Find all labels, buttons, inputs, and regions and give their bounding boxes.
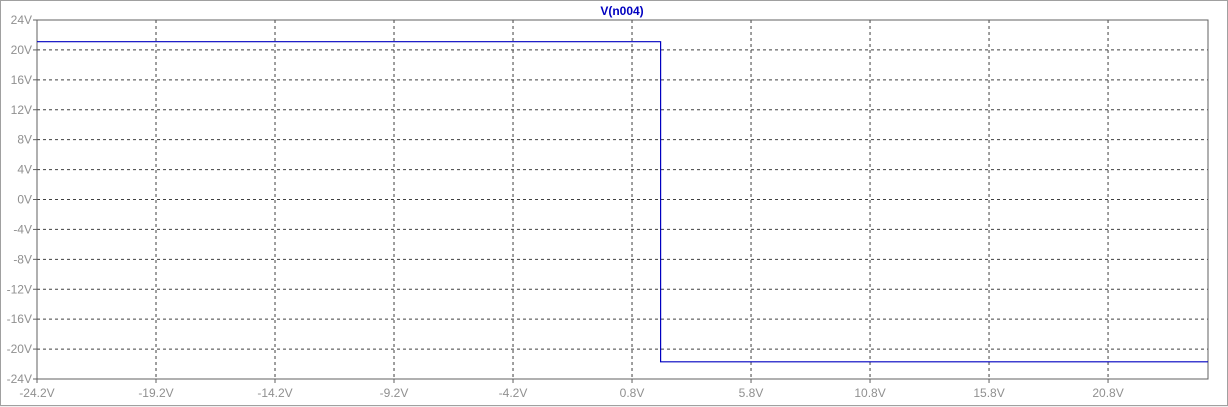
series-layer xyxy=(37,41,1208,363)
y-tick-label: 16V xyxy=(11,73,32,87)
x-tick-label: 10.8V xyxy=(854,386,885,400)
y-tick-label: -8V xyxy=(13,252,32,266)
y-tick-label: 8V xyxy=(17,133,32,147)
y-tick-label: 20V xyxy=(11,43,32,57)
series-line-0[interactable] xyxy=(37,41,1208,363)
x-tick-label: -4.2V xyxy=(499,386,528,400)
series-title[interactable]: V(n004) xyxy=(600,4,643,18)
x-tick-label: 5.8V xyxy=(739,386,764,400)
y-tick-label: -4V xyxy=(13,222,32,236)
y-tick-label: -24V xyxy=(7,372,32,386)
x-tick-label: 0.8V xyxy=(620,386,645,400)
x-tick-label: -19.2V xyxy=(138,386,173,400)
x-axis-ticks: -24.2V -19.2V -14.2V -9.2V -4.2V 0.8V 5.8V 10.8… xyxy=(19,379,1124,400)
y-axis-ticks: 24V 20V 16V 12V 8V 4V 0V -4V -8V -12V -16V -20V -24V xyxy=(7,13,37,386)
y-tick-label: 24V xyxy=(11,13,32,27)
x-tick-label: 20.8V xyxy=(1092,386,1123,400)
y-tick-label: 4V xyxy=(17,163,32,177)
y-tick-label: 0V xyxy=(17,193,32,207)
y-tick-label: -12V xyxy=(7,282,32,296)
y-tick-label: 12V xyxy=(11,103,32,117)
y-tick-label: -16V xyxy=(7,312,32,326)
x-tick-label: 15.8V xyxy=(973,386,1004,400)
y-tick-label: -20V xyxy=(7,342,32,356)
x-tick-label: -24.2V xyxy=(19,386,54,400)
x-tick-label: -14.2V xyxy=(257,386,292,400)
grid xyxy=(37,20,1208,379)
x-tick-label: -9.2V xyxy=(380,386,409,400)
